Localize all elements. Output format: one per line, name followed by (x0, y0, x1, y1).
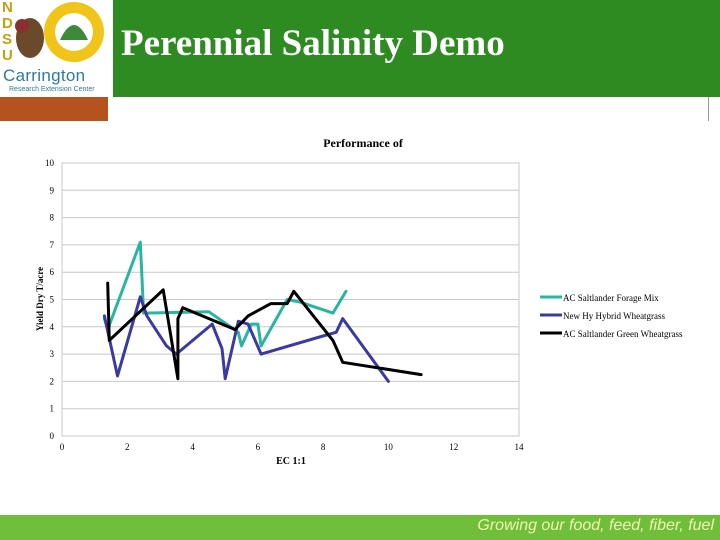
y-tick-label: 3 (50, 349, 55, 359)
y-tick-label: 0 (50, 431, 55, 441)
y-tick-label: 1 (50, 404, 55, 414)
logo-name: Carrington (3, 66, 86, 85)
logo-letters: N D S U (2, 0, 16, 64)
logo-letter: S (2, 31, 13, 48)
y-tick-label: 10 (45, 158, 55, 168)
x-tick-label: 6 (256, 442, 261, 452)
y-tick-label: 8 (50, 213, 55, 223)
accent-strip (0, 97, 108, 121)
x-tick-label: 0 (60, 442, 65, 452)
y-tick-label: 9 (50, 185, 55, 195)
series-line (102, 240, 348, 348)
carrington-logo: N D S U Carrington Research Extension Ce… (0, 0, 113, 97)
sunflower-emblem (15, 2, 104, 62)
y-tick-label: 2 (50, 376, 55, 386)
x-axis-label: EC 1:1 (276, 456, 306, 467)
legend-label: AC Saltlander Green Wheatgrass (563, 329, 683, 339)
logo-letter: D (2, 15, 13, 32)
x-tick-label: 14 (515, 442, 525, 452)
legend-label: New Hy Hybrid Wheatgrass (563, 311, 666, 321)
x-tick-label: 4 (190, 442, 195, 452)
y-tick-label: 7 (50, 240, 55, 250)
plot-area (61, 162, 520, 437)
y-axis-label: Yield Dry T/acre (35, 267, 45, 331)
chart-title: Performance of (323, 136, 404, 150)
legend-label: AC Saltlander Forage Mix (563, 293, 659, 303)
series-line (106, 281, 423, 381)
logo-letter: U (2, 47, 13, 64)
series-line (102, 295, 390, 383)
logo-subtitle: Research Extension Center (9, 86, 95, 93)
y-tick-label: 5 (50, 295, 55, 305)
footer-bar: Growing our food, feed, fiber, fuel (0, 515, 720, 540)
y-tick-label: 4 (50, 322, 55, 332)
accent-square (708, 97, 720, 121)
y-tick-label: 6 (50, 267, 55, 277)
x-tick-label: 10 (384, 442, 394, 452)
x-tick-label: 2 (125, 442, 130, 452)
x-tick-label: 12 (449, 442, 458, 452)
x-tick-label: 8 (321, 442, 326, 452)
chart-container: 0 1 2 3 4 5 6 7 8 9 10 0 2 4 6 8 10 12 14 Performance of EC … (0, 125, 720, 515)
header-bar: N D S U Carrington Research Extension Ce… (0, 0, 720, 97)
footer-tagline: Growing our food, feed, fiber, fuel (477, 517, 714, 534)
logo-letter: N (2, 0, 13, 16)
slide-title: Perennial Salinity Demo (121, 23, 505, 64)
